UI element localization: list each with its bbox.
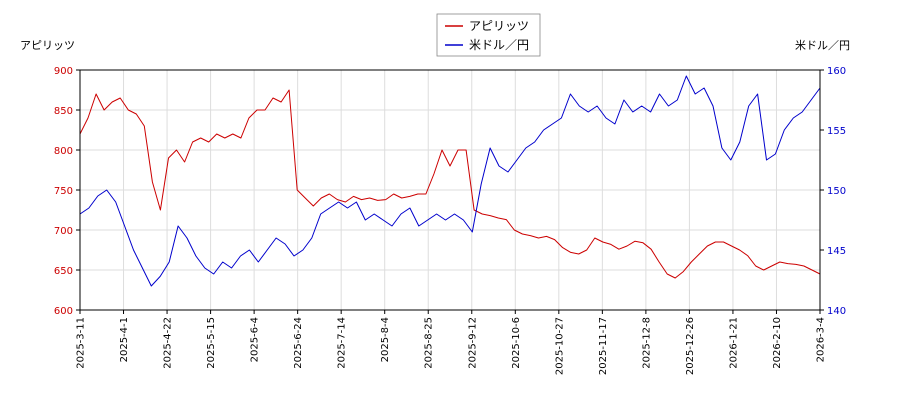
x-tick-label: 2025-6-4 — [250, 317, 261, 362]
left-tick-label: 700 — [54, 226, 73, 237]
right-axis-title: 米ドル／円 — [795, 39, 850, 52]
left-tick-label: 600 — [54, 306, 73, 317]
x-tick-label: 2025-9-12 — [467, 317, 478, 369]
x-axis: 2025-3-11 2025-4-1 2025-4-22 2025-5-15 2025-… — [76, 310, 827, 375]
series-line-usdjpy — [79, 75, 821, 287]
left-tick-label: 750 — [54, 186, 73, 197]
x-tick-label: 2025-8-25 — [424, 317, 435, 369]
x-tick-label: 2025-4-22 — [163, 317, 174, 369]
x-tick-label: 2025-5-15 — [206, 317, 217, 369]
x-tick-label: 2025-6-24 — [293, 317, 304, 369]
left-tick-label: 900 — [54, 66, 73, 77]
legend-box — [436, 13, 541, 57]
x-tick-label: 2026-3-4 — [816, 317, 827, 362]
x-tick-label: 2025-7-14 — [337, 317, 348, 369]
right-tick-label: 145 — [827, 246, 846, 257]
legend-label-apiritsu: アピリッツ — [469, 19, 529, 33]
right-tick-label: 160 — [827, 66, 846, 77]
series-layer — [79, 75, 821, 287]
x-tick-label: 2025-10-27 — [554, 317, 565, 375]
legend-label-usdjpy: 米ドル／円 — [469, 38, 529, 52]
right-tick-label: 140 — [827, 306, 846, 317]
x-tick-label: 2025-11-17 — [598, 317, 609, 375]
x-tick-label: 2025-4-1 — [119, 317, 130, 362]
x-tick-label: 2025-12-26 — [685, 317, 696, 375]
series-line-apiritsu — [79, 89, 821, 279]
x-tick-label: 2026-2-10 — [772, 317, 783, 369]
grid-lines — [79, 69, 821, 311]
right-tick-label: 150 — [827, 186, 846, 197]
left-tick-label: 850 — [54, 106, 73, 117]
left-tick-label: 800 — [54, 146, 73, 157]
x-tick-label: 2025-8-4 — [380, 317, 391, 362]
x-tick-label: 2025-3-11 — [76, 317, 87, 369]
legend: アピリッツ 米ドル／円 — [436, 13, 541, 57]
left-y-axis: 600 650 700 750 800 850 900 — [54, 66, 80, 317]
x-tick-label: 2025-10-6 — [511, 317, 522, 369]
left-tick-label: 650 — [54, 266, 73, 277]
right-y-axis: 140 145 150 155 160 — [820, 66, 846, 317]
left-axis-title: アピリッツ — [20, 39, 75, 52]
x-tick-label: 2025-12-8 — [641, 317, 652, 369]
x-tick-label: 2026-1-21 — [728, 317, 739, 369]
right-tick-label: 155 — [827, 126, 846, 137]
